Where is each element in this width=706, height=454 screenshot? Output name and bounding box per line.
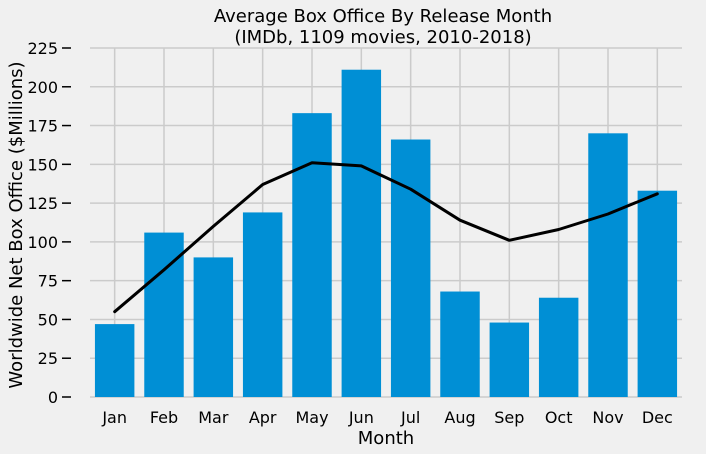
x-tick-label: May [295, 408, 328, 427]
x-tick-label: Sep [494, 408, 524, 427]
x-tick-label: Feb [150, 408, 178, 427]
x-axis-label: Month [358, 428, 414, 449]
bar-may [292, 113, 332, 397]
bar-dec [637, 190, 678, 397]
bar-apr [242, 212, 283, 397]
chart-title-line-2: (IMDb, 1109 movies, 2010-2018) [234, 27, 531, 48]
x-axis-ticks: Jan Feb Mar Apr May Jun Jul Aug Sep Oct Nov Dec [101, 408, 672, 427]
bar-jun [341, 69, 382, 398]
y-tick-label: 100 [27, 233, 58, 252]
x-tick-label: Apr [249, 408, 277, 427]
x-tick-label: Mar [198, 408, 229, 427]
x-tick-label: Dec [642, 408, 673, 427]
y-tick-label: 0 [48, 388, 58, 407]
x-tick-label: Oct [545, 408, 573, 427]
trend-line-layer [113, 161, 659, 314]
y-tick-label: 200 [27, 78, 58, 97]
y-tick-label: 175 [27, 117, 58, 136]
y-axis-ticks: 0 25 50 75 100 125 150 175 200 225 [27, 39, 71, 407]
bar-oct [538, 297, 579, 397]
bar-aug [440, 291, 480, 397]
bar-jul [390, 139, 431, 397]
y-tick-label: 225 [27, 39, 58, 58]
x-tick-label: Jan [101, 408, 127, 427]
bar-mar [193, 257, 234, 397]
bar-sep [489, 322, 530, 397]
trend-line [113, 161, 659, 314]
x-tick-label: Jul [400, 408, 420, 427]
y-tick-label: 125 [27, 194, 58, 213]
x-tick-label: Jun [348, 408, 374, 427]
bar-jan [94, 324, 135, 397]
bar-nov [588, 133, 628, 398]
x-tick-label: Nov [592, 408, 623, 427]
x-tick-label: Aug [444, 408, 475, 427]
y-tick-label: 25 [38, 349, 58, 368]
y-tick-label: 150 [27, 155, 58, 174]
y-tick-label: 50 [38, 310, 58, 329]
bars [94, 69, 678, 398]
y-axis-label: Worldwide Net Box Office ($Millions) [6, 61, 27, 388]
y-tick-label: 75 [38, 272, 58, 291]
chart-title-line-1: Average Box Office By Release Month [214, 6, 552, 27]
